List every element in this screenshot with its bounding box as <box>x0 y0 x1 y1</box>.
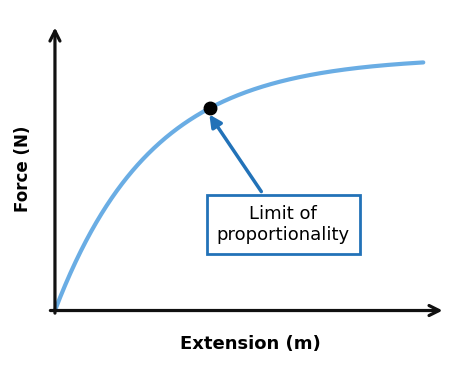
Y-axis label: Force (N): Force (N) <box>14 126 32 212</box>
Text: Limit of
proportionality: Limit of proportionality <box>211 118 350 244</box>
X-axis label: Extension (m): Extension (m) <box>180 335 320 353</box>
